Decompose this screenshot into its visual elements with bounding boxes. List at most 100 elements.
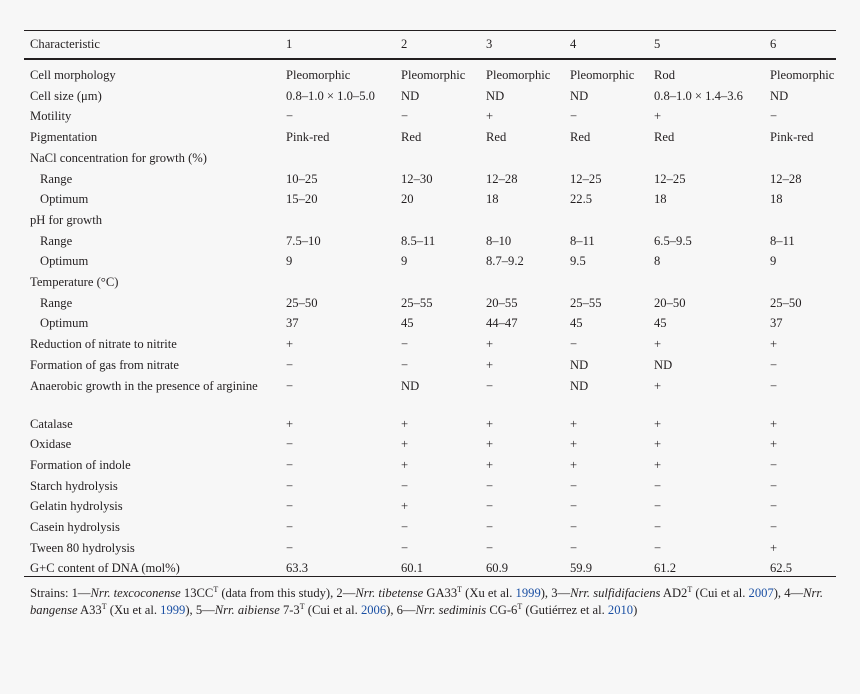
table-cell: − [401,520,409,535]
table-top-rule [24,30,836,31]
citation-link[interactable]: 1999 [515,586,541,600]
table-cell [654,148,770,169]
citation-link[interactable]: 2006 [360,603,387,617]
table-cell: − [770,109,778,124]
table-cell: 8.7–9.2 [486,254,524,269]
row-sublabel: Range [40,233,73,248]
table-cell: 20–55 [486,295,518,310]
table-cell: − [286,499,294,514]
characteristics-table: Characteristic 1 2 3 4 5 6 Cell morpholo… [30,34,840,579]
footnote-text: ), 4— [773,586,804,600]
table-cell: 25–55 [401,295,433,310]
table-cell: Pleomorphic [401,68,466,82]
strain-name: Nrr. sediminis [415,603,487,617]
table-cell [401,210,486,231]
table-row: Range 10–25 12–30 12–28 12–25 12–25 12–28 [30,169,840,190]
table-cell [654,272,770,293]
table-cell: 6.5–9.5 [654,233,692,248]
table-cell: 61.2 [654,561,677,576]
table-cell: 8–10 [486,233,512,248]
row-label: NaCl concentration for growth (%) [30,150,207,165]
table-cell: 45 [570,316,583,331]
type-strain-mark: T [101,602,107,611]
table-cell: ND [401,378,420,393]
table-cell [486,148,570,169]
row-label: G+C content of DNA (mol%) [30,561,180,576]
row-label: Reduction of nitrate to nitrite [30,337,177,352]
table-row: G+C content of DNA (mol%) 63.3 60.1 60.9 59.… [30,558,840,579]
citation-link[interactable]: 2007 [748,586,774,600]
table-row: Motility − − + − + − [30,106,840,127]
table-cell: − [286,520,294,535]
table-cell: + [770,416,778,431]
table-row: Formation of indole − + + + + − [30,455,840,476]
table-cell: + [286,416,294,431]
table-cell: 45 [654,316,667,331]
table-cell: 25–55 [570,295,602,310]
table-cell: ND [570,88,589,103]
type-strain-mark: T [517,602,523,611]
table-row: Temperature (°C) [30,272,840,293]
citation-link[interactable]: 2010 [607,603,634,617]
table-cell [401,148,486,169]
type-strain-mark: T [213,585,219,594]
column-header: 2 [401,37,408,51]
table-row: Oxidase − + + + + + [30,434,840,455]
table-cell: 60.9 [486,561,509,576]
table-row: Formation of gas from nitrate − − + ND ND − [30,355,840,376]
table-cell: 12–25 [654,171,686,186]
table-cell: 18 [486,192,499,207]
table-cell: 25–50 [770,295,802,310]
table-cell: + [570,437,578,452]
table-cell: − [401,357,409,372]
footnote-text: ), 5— [185,603,215,617]
table-cell: 8 [654,254,661,269]
table-cell [770,210,840,231]
citation-link[interactable]: 1999 [160,603,186,617]
table-cell: 0.8–1.0 × 1.0–5.0 [286,88,375,103]
footnote-text: (data from this study), 2— [218,586,356,600]
table-cell: Pink-red [286,130,330,145]
table-cell [286,148,401,169]
table-cell: + [486,457,494,472]
footnote-text: (Cui et al. [692,586,749,600]
column-header: Characteristic [30,37,100,51]
table-cell: 18 [770,192,783,207]
table-cell: + [654,337,662,352]
table-cell: 59.9 [570,561,593,576]
table-cell [486,210,570,231]
strain-name: Nrr. texcoconense [90,586,181,600]
table-cell [286,272,401,293]
row-sublabel: Optimum [40,254,89,269]
footnote-text: Strains: 1— [30,586,91,600]
table-cell: − [570,540,578,555]
table-cell: 44–47 [486,316,518,331]
table-cell: − [570,499,578,514]
row-label: Catalase [30,416,73,431]
table-cell: − [286,437,294,452]
table-cell: − [770,499,778,514]
table-cell: + [570,416,578,431]
table-cell: − [770,357,778,372]
table-cell: 22.5 [570,192,593,207]
footnote-text: 13CC [180,586,214,600]
table-cell [570,210,654,231]
table-cell: − [286,457,294,472]
table-cell: − [401,109,409,124]
table-cell: + [401,437,409,452]
footnote-text: CG-6 [486,603,518,617]
table-row: Optimum 15–20 20 18 22.5 18 18 [30,189,840,210]
table-cell: 12–30 [401,171,433,186]
table-cell: − [486,520,494,535]
type-strain-mark: T [457,585,463,594]
row-label: Formation of gas from nitrate [30,357,179,372]
footnote-text: (Gutiérrez et al. [522,603,608,617]
table-cell: 10–25 [286,171,318,186]
table-cell: + [654,378,662,393]
table-cell: + [770,540,778,555]
table-cell: + [401,416,409,431]
table-cell: Pleomorphic [770,68,835,82]
table-cell: + [401,457,409,472]
column-header: 3 [486,37,493,51]
footnote-text: (Xu et al. [462,586,516,600]
